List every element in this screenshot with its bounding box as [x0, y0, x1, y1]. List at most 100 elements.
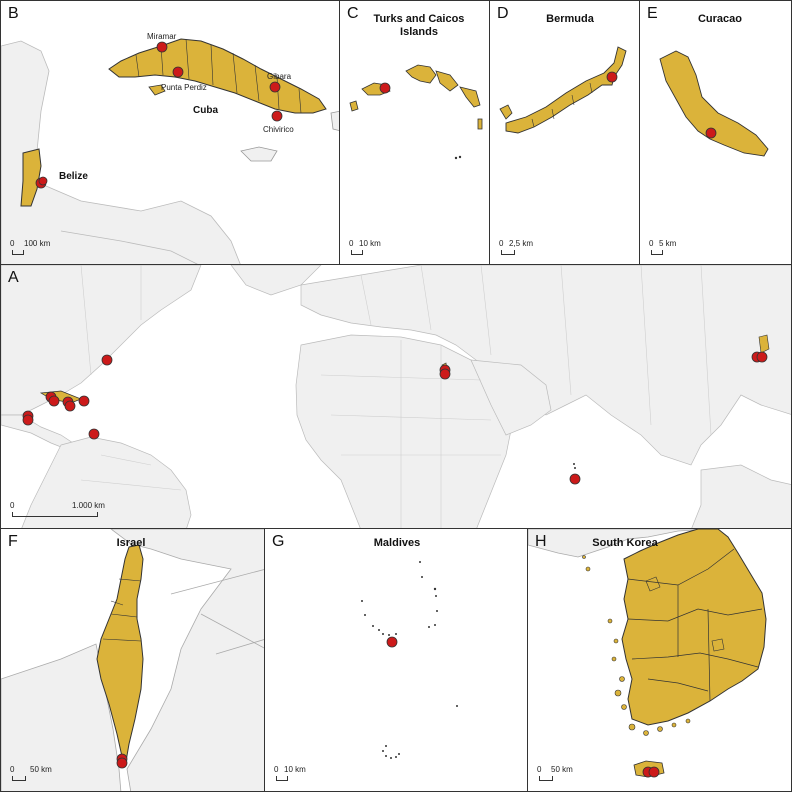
island-west-caicos [349, 100, 359, 112]
panel-title: Bermuda [546, 13, 594, 25]
point-miramar [156, 41, 168, 53]
point-chivirico [271, 110, 283, 122]
panel-e-map [659, 50, 769, 157]
panel-b-map [1, 38, 339, 264]
scale-bar: 0 1.000 km [10, 501, 120, 521]
point-turks-caicos [379, 82, 391, 94]
panel-title: South Korea [592, 537, 658, 549]
bermuda-shape [505, 46, 627, 134]
panel-letter: F [8, 533, 18, 550]
se-asia-islands [691, 464, 791, 528]
belize-shape [20, 148, 42, 207]
panel-a-map [1, 265, 791, 528]
jamaica [240, 146, 278, 162]
panel-c-turks-caicos: C Turks and Caicos Islands 0 10 km [339, 0, 490, 265]
panel-b-cuba-belize: B Miramar Punta Perdiz Gibara Chivirico … [0, 0, 340, 265]
island-grand-turk [477, 118, 483, 130]
point-belize-2 [38, 176, 48, 186]
scale-bar: 0 100 km [10, 239, 70, 257]
panel-letter: A [8, 269, 19, 286]
korea-small [758, 334, 770, 354]
label-cuba: Cuba [193, 105, 218, 116]
scale-bar: 0 50 km [537, 765, 597, 783]
panel-e-curacao: E Curacao 0 5 km [639, 0, 792, 265]
africa [295, 334, 512, 528]
scale-bar: 0 50 km [10, 765, 70, 783]
point-bermuda-world [101, 354, 113, 366]
arabia [470, 359, 552, 436]
island-middle-caicos [435, 70, 459, 92]
north-america [1, 265, 202, 416]
panel-d-bermuda: D Bermuda 0 2,5 km [489, 0, 640, 265]
scale-bar: 0 10 km [274, 765, 334, 783]
point-curacao-world [88, 428, 100, 440]
hispaniola-edge [330, 110, 339, 131]
point-belize-world-2 [22, 414, 34, 426]
label-belize: Belize [59, 171, 88, 182]
korea-shape [621, 529, 767, 726]
panel-a-world: A 0 1.000 km [0, 264, 792, 529]
scale-zero: 0 [10, 239, 15, 248]
panel-g-map [361, 561, 458, 759]
label-punta-perdiz: Punta Perdiz [161, 83, 207, 92]
point-israel-2 [116, 757, 128, 769]
panel-title: Maldives [373, 537, 421, 549]
scale-bar: 0 10 km [349, 239, 409, 257]
central-america-coast [60, 230, 198, 264]
scale-bar: 0 2,5 km [499, 239, 559, 257]
panel-f-israel: F Israel 0 50 km [0, 528, 265, 792]
border-lines [170, 569, 264, 655]
israel-districts [102, 578, 142, 642]
island-north-caicos [405, 64, 437, 84]
panel-letter: G [272, 533, 285, 550]
surrounding-land [110, 529, 264, 791]
bermuda-west-hook [499, 104, 513, 120]
panel-title: Israel [116, 537, 146, 549]
point-turks-world [78, 395, 90, 407]
europe-asia [300, 265, 791, 466]
point-maldives [386, 636, 398, 648]
seoul-outline [645, 576, 661, 592]
label-gibara: Gibara [267, 72, 292, 81]
greenland [230, 265, 322, 296]
point-gibara [269, 81, 281, 93]
panel-f-map [1, 529, 264, 791]
scale-distance: 100 km [24, 239, 51, 248]
panel-letter: D [497, 5, 509, 22]
daegu-outline [711, 638, 725, 652]
point-cuba-world-2 [48, 395, 60, 407]
panel-d-map [499, 46, 627, 134]
north-korea-coast [528, 529, 714, 558]
panel-letter: H [535, 533, 547, 550]
label-miramar: Miramar [147, 32, 177, 41]
sinai-egypt [1, 643, 122, 791]
island-east-caicos [459, 86, 481, 108]
curacao-shape [659, 50, 769, 157]
mexico-landmass [1, 40, 241, 264]
scale-bar: 0 5 km [649, 239, 709, 257]
panel-letter: C [347, 5, 359, 22]
point-punta-perdiz [172, 66, 184, 78]
panel-g-maldives: G Maldives 0 10 km [264, 528, 528, 792]
isla-juventud [148, 84, 166, 96]
point-cuba-world-4 [64, 400, 76, 412]
cuba-shape [108, 38, 327, 114]
label-chivirico: Chivirico [263, 125, 294, 134]
point-jeju-2 [648, 766, 660, 778]
panel-title: Turks and Caicos Islands [373, 13, 465, 38]
panel-letter: E [647, 5, 658, 22]
panel-c-map [349, 64, 483, 160]
cuba-provinces [135, 38, 302, 114]
korea-provinces [627, 548, 763, 702]
point-curacao [705, 127, 717, 139]
panel-h-south-korea: H South Korea 0 50 km [527, 528, 792, 792]
country-borders [80, 265, 712, 528]
point-israel-world-2 [439, 368, 451, 380]
bermuda-parishes [531, 82, 593, 128]
panel-h-map [528, 529, 767, 778]
panel-letter: B [8, 5, 19, 22]
maldives-atolls [361, 561, 458, 759]
point-maldives-world [569, 473, 581, 485]
panel-title: Curacao [697, 13, 743, 25]
